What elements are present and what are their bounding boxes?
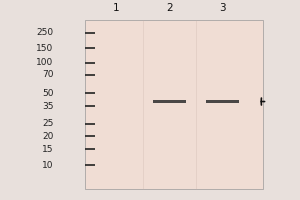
Text: 2: 2: [166, 3, 172, 13]
Bar: [206, 100, 239, 103]
Text: 20: 20: [42, 132, 53, 141]
Text: 70: 70: [42, 70, 53, 79]
Text: 250: 250: [36, 28, 53, 37]
Text: 3: 3: [220, 3, 226, 13]
Text: 1: 1: [112, 3, 119, 13]
Text: 15: 15: [42, 145, 53, 154]
Text: 50: 50: [42, 89, 53, 98]
Text: 150: 150: [36, 44, 53, 53]
Bar: [85, 20, 263, 189]
Text: 10: 10: [42, 161, 53, 170]
Text: 35: 35: [42, 102, 53, 111]
Text: 25: 25: [42, 119, 53, 128]
Bar: [153, 100, 186, 103]
Text: 100: 100: [36, 58, 53, 67]
